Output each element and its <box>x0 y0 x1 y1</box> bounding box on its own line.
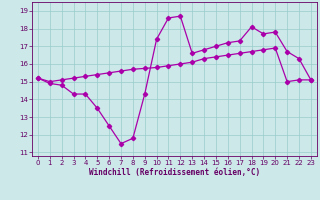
X-axis label: Windchill (Refroidissement éolien,°C): Windchill (Refroidissement éolien,°C) <box>89 168 260 177</box>
